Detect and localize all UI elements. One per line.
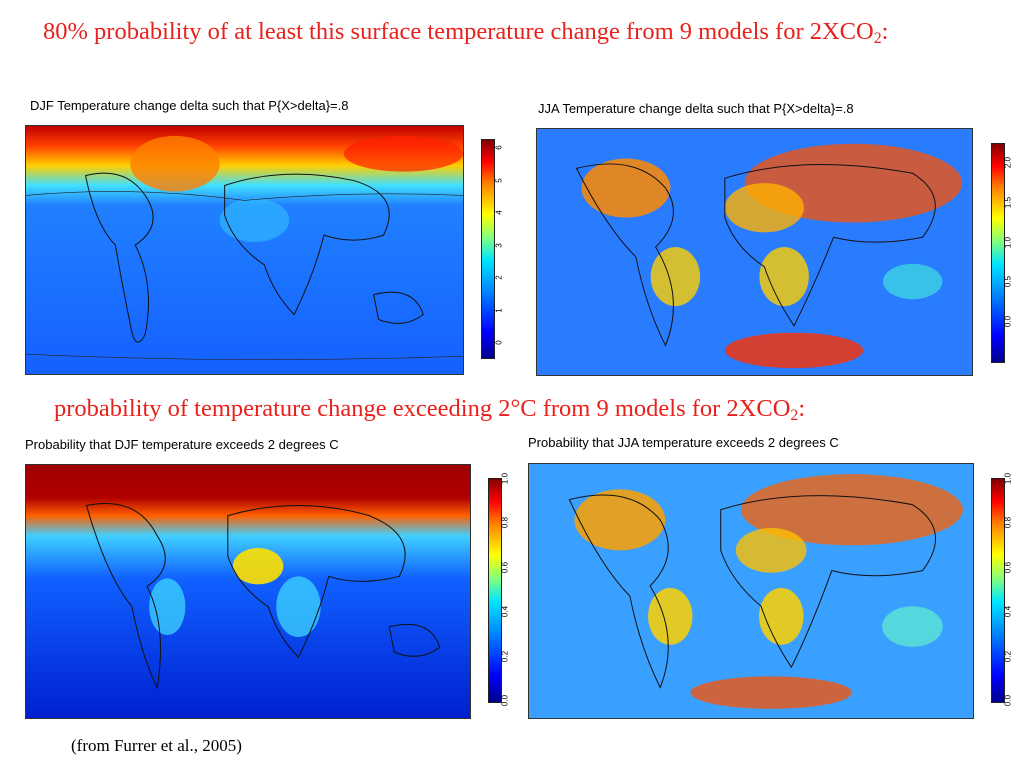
djf-delta-colorbar-tick: 3 (494, 242, 504, 248)
djf-delta-colorbar-tick: 1 (494, 307, 504, 313)
top-heading: 80% probability of at least this surface… (43, 18, 889, 47)
caption: (from Furrer et al., 2005) (71, 736, 242, 755)
jja-prob-colorbar-tick: 0.2 (1003, 650, 1013, 662)
jja-delta-title: JJA Temperature change delta such that P… (538, 101, 854, 116)
jja-prob-colorbar-tick: 0.0 (1003, 694, 1013, 707)
djf-prob-colorbar-tick: 0.0 (500, 694, 510, 707)
djf-prob-colorbar-tick: 0.2 (500, 650, 510, 662)
jja-delta-colorbar-tick: 2.0 (1003, 156, 1013, 169)
jja-prob-title: Probability that JJA temperature exceeds… (528, 435, 839, 450)
djf-delta-colorbar-tick: 6 (494, 145, 504, 150)
djf-prob-colorbar (488, 478, 502, 703)
djf-prob-colorbar-tick: 0.6 (500, 561, 510, 573)
djf-prob-map (25, 464, 471, 719)
djf-delta-colorbar-tick: 2 (494, 275, 504, 280)
jja-prob-colorbar (991, 478, 1005, 703)
jja-prob-map (528, 463, 974, 719)
djf-prob-colorbar-tick: 0.8 (500, 517, 510, 529)
djf-delta-colorbar-tick: 5 (494, 177, 504, 183)
jja-delta-colorbar-tick: 1.0 (1003, 236, 1013, 248)
jja-prob-colorbar-tick: 0.6 (1003, 561, 1013, 573)
jja-prob-colorbar-tick: 1.0 (1003, 472, 1013, 485)
jja-delta-colorbar-tick: 1.5 (1003, 196, 1013, 208)
jja-delta-map (536, 128, 973, 376)
djf-delta-colorbar (481, 139, 495, 359)
jja-delta-colorbar-tick: 0.5 (1003, 276, 1013, 288)
djf-prob-colorbar-tick: 0.4 (500, 606, 510, 618)
djf-delta-title: DJF Temperature change delta such that P… (30, 98, 349, 113)
djf-delta-map (25, 125, 464, 375)
jja-prob-colorbar-tick: 0.4 (1003, 606, 1013, 618)
jja-prob-colorbar-tick: 0.8 (1003, 517, 1013, 529)
middle-heading: probability of temperature change exceed… (54, 395, 806, 424)
djf-prob-title: Probability that DJF temperature exceeds… (25, 437, 339, 452)
djf-delta-colorbar-tick: 0 (494, 340, 504, 345)
djf-prob-colorbar-tick: 1.0 (500, 472, 510, 485)
djf-delta-colorbar-tick: 4 (494, 210, 504, 215)
jja-delta-colorbar (991, 143, 1005, 363)
jja-delta-colorbar-tick: 0.0 (1003, 315, 1013, 328)
